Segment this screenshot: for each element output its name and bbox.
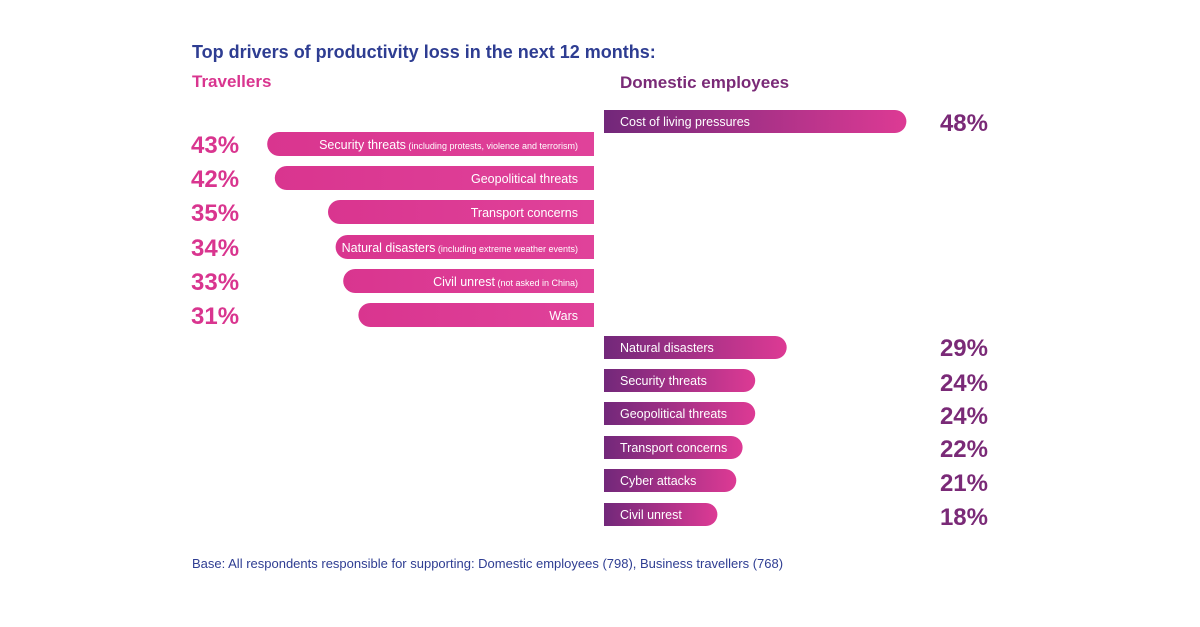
domestic-value-natural-disasters: 29% — [940, 335, 988, 362]
domestic-bar-label-transport-concerns: Transport concerns — [620, 441, 727, 455]
domestic-bar-label-cost-of-living-pressures: Cost of living pressures — [620, 115, 750, 129]
domestic-bar-cost-of-living-pressures — [604, 110, 907, 133]
domestic-value-civil-unrest: 18% — [940, 504, 988, 531]
domestic-value-cyber-attacks: 21% — [940, 470, 988, 497]
base-note: Base: All respondents responsible for su… — [192, 556, 784, 571]
domestic-bar-label-geopolitical-threats: Geopolitical threats — [620, 407, 727, 421]
travellers-bar-label-wars: Wars — [549, 309, 578, 323]
domestic-bar-label-civil-unrest: Civil unrest — [620, 508, 682, 522]
domestic-bar-civil-unrest — [604, 503, 718, 526]
travellers-bar-wars — [358, 303, 594, 327]
domestic-bar-label-security-threats: Security threats — [620, 374, 707, 388]
travellers-value-wars: 31% — [191, 303, 239, 330]
domestic-bar-geopolitical-threats — [604, 402, 756, 425]
domestic-bar-cyber-attacks — [604, 469, 737, 492]
travellers-bar-transport-concerns — [328, 200, 594, 224]
travellers-value-natural-disasters: 34% — [191, 235, 239, 262]
domestic-value-transport-concerns: 22% — [940, 436, 988, 463]
travellers-bar-label-security-threats: Security threats (including protests, vi… — [319, 138, 578, 152]
travellers-bar-geopolitical-threats — [274, 166, 594, 190]
domestic-value-cost-of-living-pressures: 48% — [940, 110, 988, 137]
travellers-bar-label-transport-concerns: Transport concerns — [471, 206, 578, 220]
travellers-bar-natural-disasters — [335, 235, 594, 259]
travellers-series: Security threats (including protests, vi… — [191, 132, 594, 330]
domestic-value-security-threats: 24% — [940, 370, 988, 397]
travellers-bar-civil-unrest — [343, 269, 594, 293]
travellers-value-civil-unrest: 33% — [191, 269, 239, 296]
domestic-bar-transport-concerns — [604, 436, 743, 459]
domestic-series: Cost of living pressures 48% Natural disas… — [604, 110, 988, 531]
domestic-bar-label-natural-disasters: Natural disasters — [620, 341, 714, 355]
travellers-bar-security-threats — [267, 132, 594, 156]
travellers-value-geopolitical-threats: 42% — [191, 166, 239, 193]
domestic-heading: Domestic employees — [620, 73, 790, 92]
domestic-value-geopolitical-threats: 24% — [940, 403, 988, 430]
travellers-bar-label-natural-disasters: Natural disasters (including extreme wea… — [342, 241, 578, 255]
domestic-bar-label-cyber-attacks: Cyber attacks — [620, 474, 696, 488]
domestic-bar-security-threats — [604, 369, 756, 392]
travellers-bar-label-geopolitical-threats: Geopolitical threats — [471, 172, 578, 186]
domestic-bar-natural-disasters — [604, 336, 787, 359]
chart-title: Top drivers of productivity loss in the … — [192, 42, 656, 62]
travellers-bar-label-civil-unrest: Civil unrest (not asked in China) — [433, 275, 578, 289]
travellers-value-transport-concerns: 35% — [191, 200, 239, 227]
travellers-value-security-threats: 43% — [191, 132, 239, 159]
travellers-heading: Travellers — [192, 72, 272, 91]
